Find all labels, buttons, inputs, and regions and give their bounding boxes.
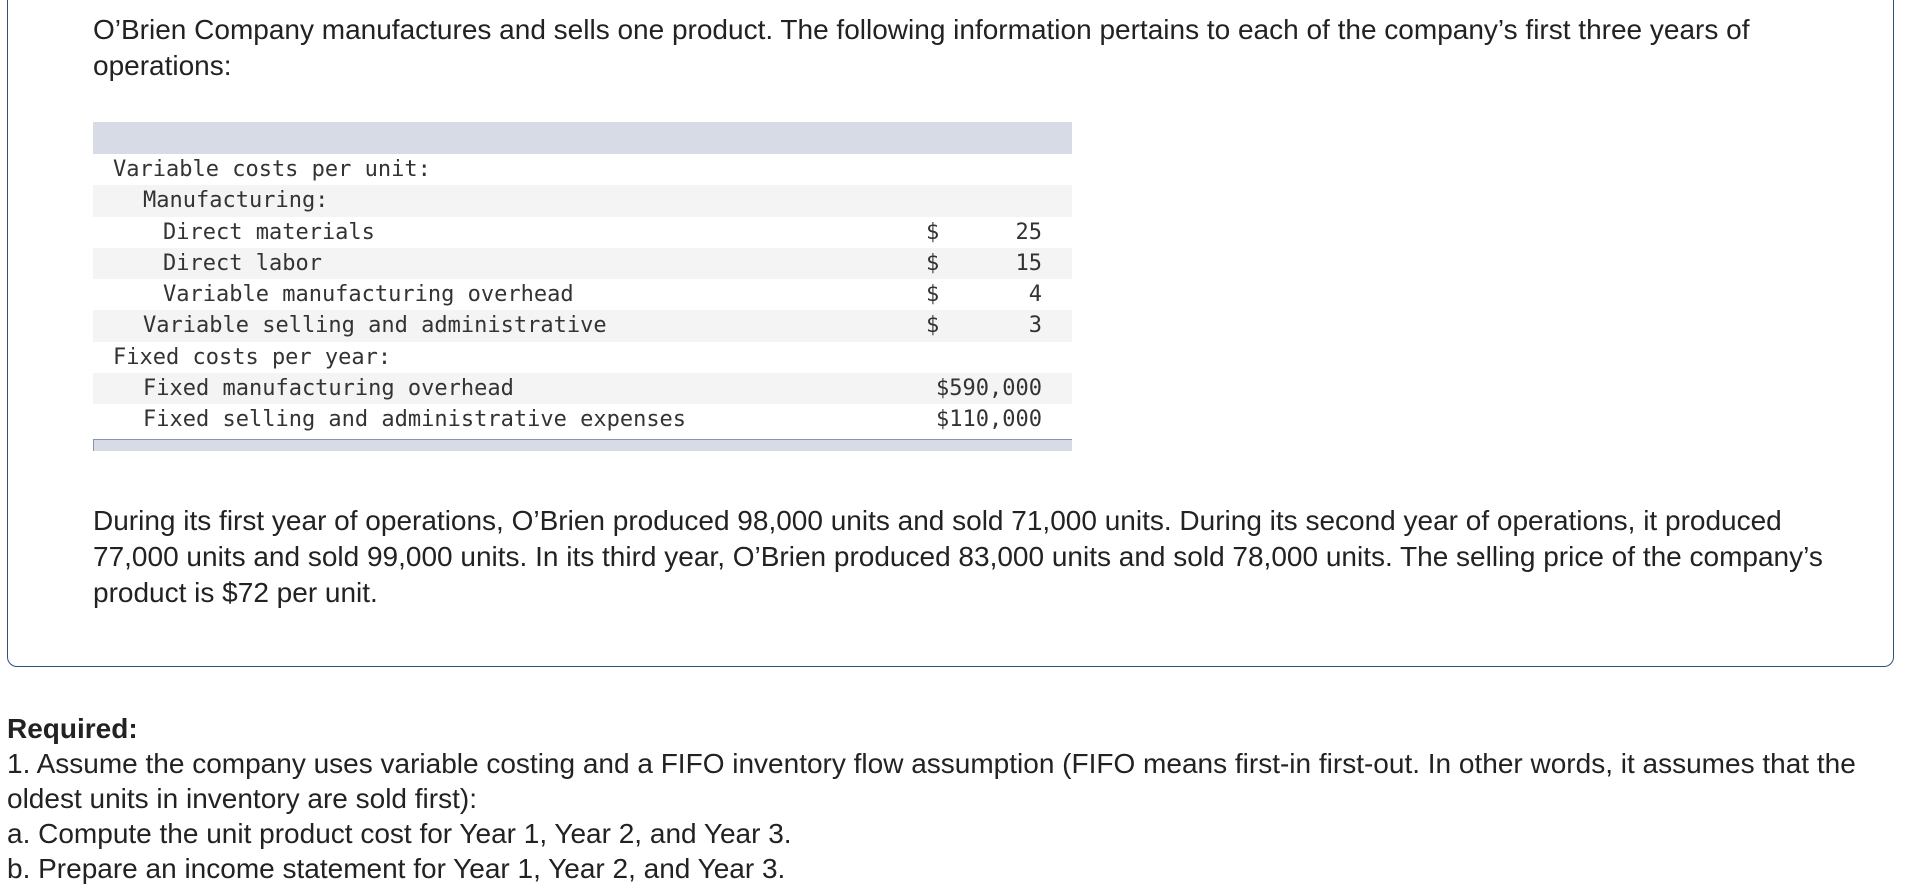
row-amount: 15 bbox=[1015, 250, 1043, 276]
production-text: During its first year of operations, O’B… bbox=[93, 505, 1823, 608]
table-header-bar bbox=[93, 122, 1072, 154]
row-amount: $110,000 bbox=[936, 407, 1042, 433]
table-row: Direct labor $ 15 bbox=[93, 247, 1072, 280]
intro-text: O’Brien Company manufactures and sells o… bbox=[93, 14, 1750, 81]
cost-table: Variable costs per unit: Manufacturing: … bbox=[93, 122, 1072, 451]
required-title: Required: bbox=[7, 713, 138, 744]
row-label: Fixed manufacturing overhead bbox=[143, 376, 514, 402]
row-currency: $ bbox=[926, 313, 940, 339]
row-amount: 4 bbox=[1028, 282, 1042, 308]
table-row: Variable costs per unit: bbox=[93, 154, 1072, 185]
row-amount: 3 bbox=[1028, 313, 1042, 339]
required-item: 1. Assume the company uses variable cost… bbox=[7, 748, 1856, 814]
table-row: Variable selling and administrative $ 3 bbox=[93, 310, 1072, 342]
row-amount: $590,000 bbox=[936, 376, 1042, 402]
problem-panel bbox=[7, 0, 1894, 667]
table-row: Variable manufacturing overhead $ 4 bbox=[93, 279, 1072, 310]
row-currency: $ bbox=[926, 282, 940, 308]
row-label: Fixed selling and administrative expense… bbox=[143, 407, 687, 433]
row-label: Variable costs per unit: bbox=[113, 157, 431, 182]
table-row: Fixed costs per year: bbox=[93, 342, 1072, 373]
required-section: Required: 1. Assume the company uses var… bbox=[7, 711, 1897, 886]
table-row: Direct materials $ 25 bbox=[93, 217, 1072, 248]
row-currency: $ bbox=[926, 219, 940, 245]
row-amount: 25 bbox=[1015, 219, 1043, 245]
required-item: a. Compute the unit product cost for Yea… bbox=[7, 818, 792, 849]
required-item: b. Prepare an income statement for Year … bbox=[7, 853, 786, 884]
row-label: Direct labor bbox=[163, 250, 322, 276]
row-label: Variable selling and administrative bbox=[143, 313, 607, 339]
row-label: Fixed costs per year: bbox=[113, 344, 392, 370]
table-footer-bar bbox=[93, 438, 1072, 451]
row-currency: $ bbox=[926, 250, 940, 276]
table-row: Fixed selling and administrative expense… bbox=[93, 404, 1072, 435]
row-label: Manufacturing: bbox=[143, 188, 329, 214]
table-row: Manufacturing: bbox=[93, 185, 1072, 217]
table-row: Fixed manufacturing overhead $590,000 bbox=[93, 373, 1072, 405]
row-label: Variable manufacturing overhead bbox=[163, 282, 574, 308]
row-label: Direct materials bbox=[163, 219, 375, 245]
